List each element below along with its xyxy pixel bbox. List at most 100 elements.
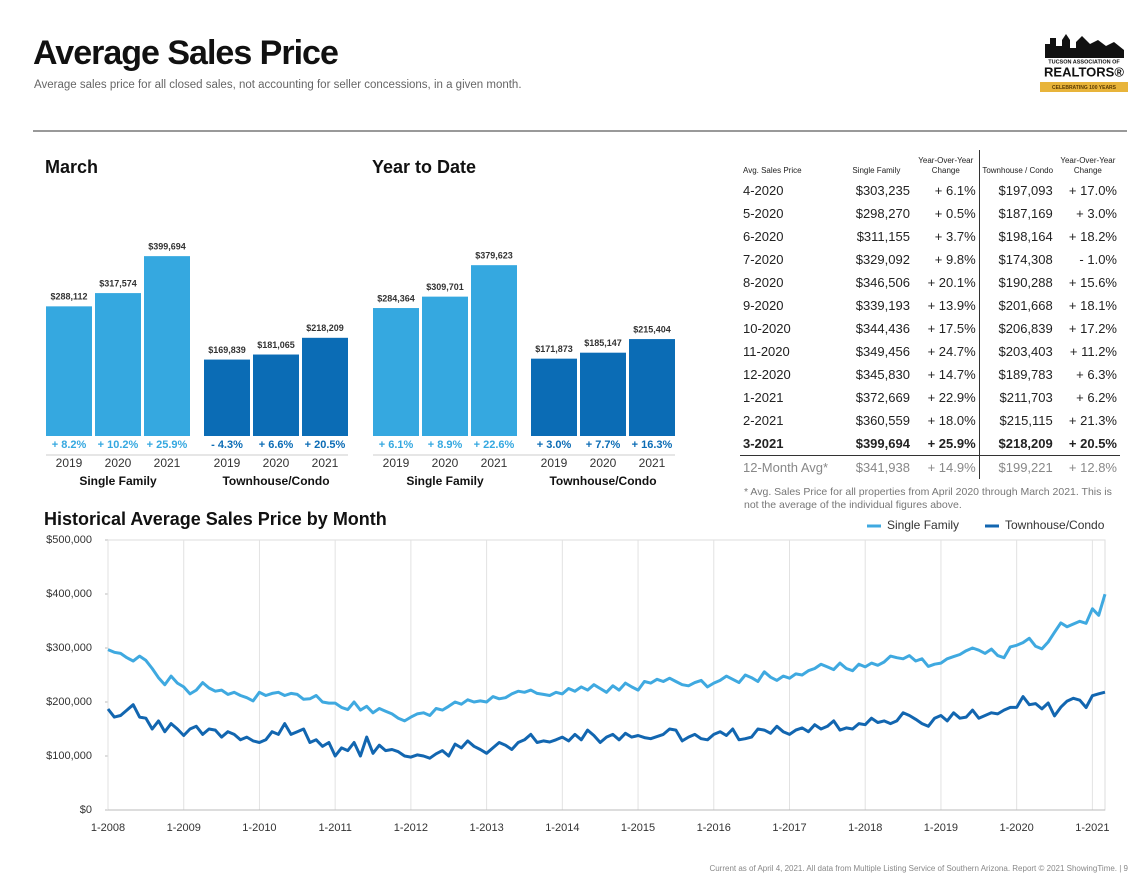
x-tick-label: 2021: [312, 456, 339, 470]
x-tick-label: 1-2013: [469, 822, 503, 834]
table-cell: - 1.0%: [1079, 252, 1117, 267]
change-label: + 16.3%: [632, 439, 673, 451]
table-row: 11-2020 $349,456 + 24.7% $203,403 + 11.2%: [740, 340, 1120, 363]
table-cell: 7-2020: [743, 252, 784, 267]
table-cell: + 15.6%: [1068, 275, 1117, 290]
x-tick-label: 1-2014: [545, 822, 579, 834]
value-label: $379,623: [475, 251, 513, 261]
table-cell: + 17.0%: [1068, 183, 1117, 198]
table-cell: $190,288: [998, 275, 1053, 290]
column-header: Year-Over-Year Change: [1060, 156, 1116, 175]
x-tick-label: 1-2017: [772, 822, 806, 834]
table-row: 12-Month Avg* $341,938 + 14.9% $199,221 + 12…: [740, 455, 1120, 479]
line-series: [106, 690, 1106, 760]
logo-line1: TUCSON ASSOCIATION OF: [1048, 59, 1120, 65]
x-tick-label: 2021: [154, 456, 181, 470]
table-body: 4-2020 $303,235 + 6.1% $197,093 + 17.0% 5-202…: [740, 179, 1120, 479]
bar: [144, 256, 190, 436]
group-label: Single Family: [79, 474, 157, 488]
table-header: Avg. Sales Price Single Family Year-Over-Y…: [740, 150, 1120, 179]
chart-title: March: [45, 157, 98, 177]
logo-skyline: [1045, 34, 1124, 58]
table-cell: + 25.9%: [912, 432, 980, 456]
page-subtitle: Average sales price for all closed sales…: [34, 79, 522, 91]
table-cell: + 6.1%: [912, 179, 980, 202]
table-cell: 9-2020: [743, 298, 784, 313]
value-label: $171,873: [535, 344, 573, 354]
table-cell: + 17.5%: [912, 317, 980, 340]
table-cell: 3-2021: [740, 432, 840, 456]
table-cell: + 18.2%: [1068, 229, 1117, 244]
table-cell: 5-2020: [743, 206, 784, 221]
chart-title: Historical Average Sales Price by Month: [44, 509, 387, 529]
bar: [253, 354, 299, 436]
change-label: + 10.2%: [98, 439, 139, 451]
table-cell: $201,668: [998, 298, 1053, 313]
x-tick-label: 1-2021: [1075, 822, 1109, 834]
x-tick-label: 1-2009: [167, 822, 201, 834]
value-label: $284,364: [377, 293, 415, 303]
column-header: Townhouse / Condo: [982, 166, 1054, 175]
table-cell: $189,783: [998, 367, 1053, 382]
price-table: Avg. Sales Price Single Family Year-Over-Y…: [740, 150, 1120, 479]
table-cell: $298,270: [855, 206, 910, 221]
x-tick-label: 2020: [105, 456, 132, 470]
x-tick-label: 1-2020: [1000, 822, 1034, 834]
table-cell: + 9.8%: [912, 248, 980, 271]
change-label: + 6.6%: [259, 439, 294, 451]
logo-line2: REALTORS®: [1044, 64, 1124, 79]
table-cell: 1-2021: [743, 390, 784, 405]
table-cell: + 11.2%: [1069, 344, 1117, 359]
table-cell: 4-2020: [743, 183, 784, 198]
bar: [373, 308, 419, 436]
table-cell: + 6.3%: [1076, 367, 1117, 382]
footer: Current as of April 4, 2021. All data fr…: [709, 864, 1128, 873]
y-tick-label: $500,000: [46, 534, 92, 546]
change-label: + 7.7%: [586, 439, 621, 451]
table-cell: 11-2020: [743, 344, 790, 359]
table-row: 5-2020 $298,270 + 0.5% $187,169 + 3.0%: [740, 202, 1120, 225]
table-row: 7-2020 $329,092 + 9.8% $174,308 - 1.0%: [740, 248, 1120, 271]
y-tick-label: $100,000: [46, 750, 92, 762]
x-tick-label: 2019: [541, 456, 568, 470]
table-cell: $303,235: [855, 183, 910, 198]
legend-label: Townhouse/Condo: [1005, 518, 1105, 532]
table-cell: 8-2020: [743, 275, 784, 290]
x-tick-label: 2020: [432, 456, 459, 470]
column-header: Avg. Sales Price: [743, 166, 802, 175]
table-cell: $197,093: [998, 183, 1053, 198]
table-cell: + 6.2%: [1076, 390, 1117, 405]
logo-banner: [1040, 82, 1128, 92]
table-cell: + 14.7%: [912, 363, 980, 386]
table-cell: $211,703: [999, 390, 1053, 405]
bar: [531, 358, 577, 436]
table-cell: + 18.0%: [912, 409, 980, 432]
value-label: $185,147: [584, 338, 622, 348]
table-cell: $349,456: [855, 344, 910, 359]
table-cell: + 21.3%: [1068, 413, 1117, 428]
value-label: $288,112: [50, 292, 87, 302]
chart-title: Year to Date: [372, 157, 476, 177]
column-header: Year-Over-Year Change: [912, 150, 980, 179]
x-tick-label: 2020: [263, 456, 290, 470]
x-tick-label: 1-2011: [318, 822, 351, 834]
table-cell: $206,839: [998, 321, 1053, 336]
table-cell: + 20.1%: [912, 271, 980, 294]
table-cell: 12-Month Avg*: [743, 460, 829, 475]
line-series: [107, 593, 1107, 723]
table-row: 2-2021 $360,559 + 18.0% $215,115 + 21.3%: [740, 409, 1120, 432]
table-cell: $346,506: [855, 275, 910, 290]
value-label: $317,574: [99, 278, 137, 288]
value-label: $181,065: [257, 340, 295, 350]
table-cell: + 20.5%: [1055, 432, 1120, 456]
y-tick-label: $0: [80, 804, 92, 816]
table-cell: + 14.9%: [912, 455, 980, 479]
table-cell: $339,193: [855, 298, 910, 313]
table-cell: $174,308: [998, 252, 1053, 267]
table-cell: 6-2020: [743, 229, 784, 244]
bar: [580, 352, 626, 436]
table-row: 8-2020 $346,506 + 20.1% $190,288 + 15.6%: [740, 271, 1120, 294]
x-tick-label: 2021: [481, 456, 508, 470]
page-title: Average Sales Price: [33, 34, 338, 72]
